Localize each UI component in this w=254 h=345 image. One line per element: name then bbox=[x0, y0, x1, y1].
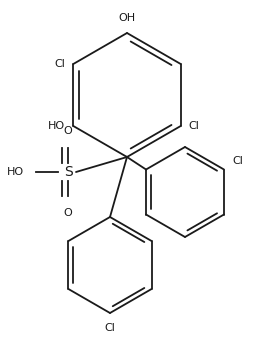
Text: OH: OH bbox=[118, 13, 136, 23]
Text: S: S bbox=[64, 165, 72, 179]
Text: O: O bbox=[64, 208, 72, 218]
Text: Cl: Cl bbox=[189, 121, 200, 131]
Text: Cl: Cl bbox=[232, 156, 243, 166]
Text: HO: HO bbox=[7, 167, 24, 177]
Text: Cl: Cl bbox=[54, 59, 65, 69]
Text: Cl: Cl bbox=[105, 323, 115, 333]
Text: O: O bbox=[64, 126, 72, 136]
Text: HO: HO bbox=[48, 121, 65, 131]
